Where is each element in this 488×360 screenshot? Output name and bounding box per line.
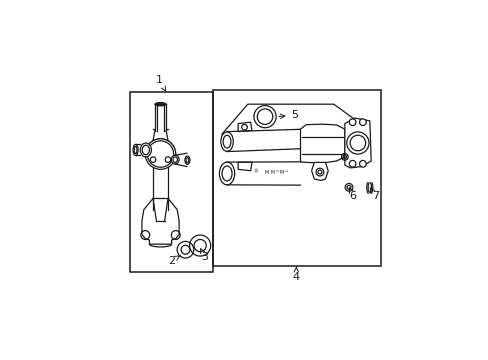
Ellipse shape: [145, 139, 175, 169]
Text: 6: 6: [348, 188, 356, 201]
Polygon shape: [300, 124, 344, 163]
Polygon shape: [311, 162, 327, 180]
Ellipse shape: [366, 180, 372, 194]
Circle shape: [359, 119, 366, 126]
Circle shape: [348, 119, 355, 126]
Ellipse shape: [133, 144, 138, 156]
Circle shape: [348, 161, 355, 167]
Text: 3: 3: [200, 249, 208, 262]
Text: 4: 4: [292, 267, 299, 283]
Text: 7: 7: [369, 188, 378, 201]
Text: 5: 5: [278, 110, 298, 120]
Ellipse shape: [221, 132, 233, 151]
Ellipse shape: [219, 162, 234, 185]
Text: 2: 2: [168, 255, 180, 266]
Text: 1: 1: [155, 75, 165, 91]
Ellipse shape: [140, 143, 151, 157]
Circle shape: [359, 161, 366, 167]
Polygon shape: [344, 118, 370, 168]
Ellipse shape: [184, 156, 189, 164]
Text: M M™M™: M M™M™: [264, 170, 288, 175]
Text: ®: ®: [253, 170, 258, 175]
Ellipse shape: [171, 155, 179, 164]
